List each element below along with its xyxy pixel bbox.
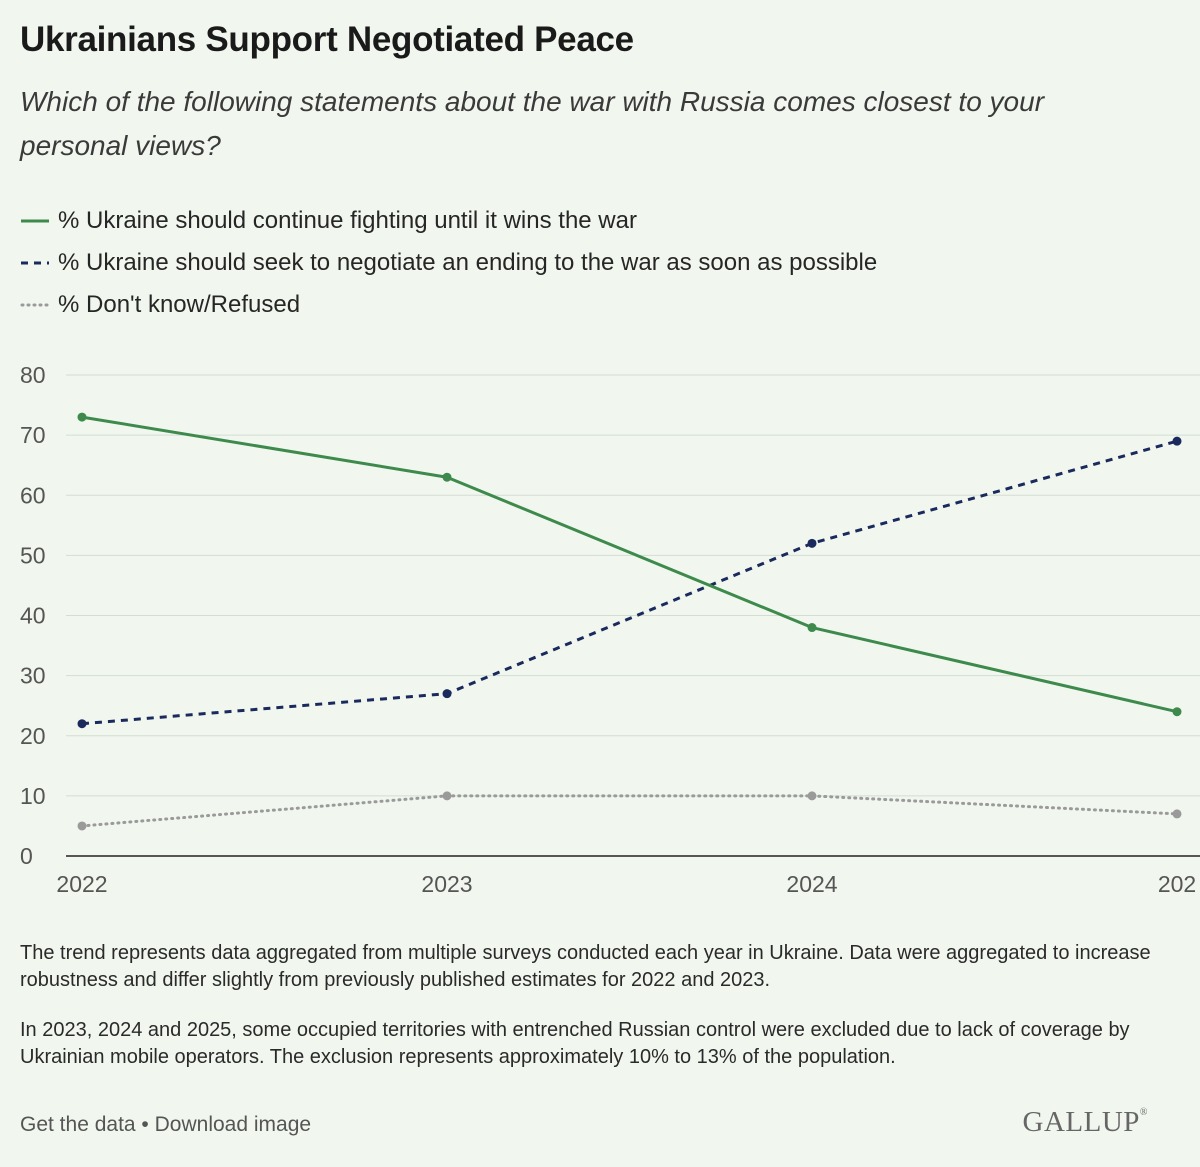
gallup-logo: GALLUP®	[1023, 1106, 1149, 1139]
footer-links: Get the data • Download image	[20, 1113, 311, 1137]
series-line-dashed	[81, 439, 1178, 726]
get-data-link[interactable]: Get the data	[20, 1113, 136, 1136]
data-point-dotted-2023	[442, 791, 452, 801]
chart-subtitle: Which of the following statements about …	[20, 86, 1045, 161]
x-tick-label-2022: 2022	[56, 871, 107, 897]
y-tick-label-10: 10	[20, 783, 46, 809]
legend-item-dontknow: % Don't know/Refused	[20, 284, 877, 326]
y-tick-label-50: 50	[20, 542, 46, 568]
y-tick-label-80: 80	[20, 362, 46, 388]
note-exclusion: In 2023, 2024 and 2025, some occupied te…	[20, 1019, 1130, 1068]
data-point-dotted-2022	[77, 821, 87, 831]
gallup-logo-text: GALLUP	[1022, 1106, 1140, 1138]
legend-item-negotiate: % Ukraine should seek to negotiate an en…	[20, 242, 877, 284]
y-tick-label-60: 60	[20, 482, 46, 508]
series-line-dotted	[80, 794, 1179, 828]
data-point-dashed-2022	[77, 719, 87, 729]
legend-label-fighting: % Ukraine should continue fighting until…	[58, 207, 637, 234]
legend-swatch-dotted	[20, 303, 50, 307]
x-tick-label-2023: 2023	[421, 871, 472, 897]
data-point-dashed-2024	[807, 538, 817, 548]
y-tick-label-20: 20	[20, 723, 46, 749]
legend-swatch-solid	[21, 219, 49, 223]
data-point-dashed-2025	[1172, 436, 1182, 446]
data-point-solid-2024	[807, 623, 817, 633]
footer-separator: •	[135, 1113, 155, 1136]
legend-swatch-dashed	[21, 261, 49, 265]
chart-title: Ukrainians Support Negotiated Peace	[20, 20, 634, 59]
legend-item-fighting: % Ukraine should continue fighting until…	[20, 200, 877, 242]
x-tick-label-2024: 2024	[786, 871, 837, 897]
data-point-solid-2025	[1172, 707, 1182, 717]
data-point-solid-2022	[77, 412, 87, 422]
data-point-dashed-2023	[442, 689, 452, 699]
line-chart: 0 10 20 30 40 50 60 70 80 2022 2023 2024 202	[20, 362, 1200, 897]
legend: % Ukraine should continue fighting until…	[20, 200, 877, 326]
y-tick-label-30: 30	[20, 663, 46, 689]
note-aggregation: The trend represents data aggregated fro…	[20, 942, 1151, 991]
y-tick-label-70: 70	[20, 422, 46, 448]
download-image-link[interactable]: Download image	[154, 1113, 312, 1136]
data-point-solid-2023	[442, 472, 452, 482]
y-tick-label-40: 40	[20, 603, 46, 629]
series-line-solid	[81, 415, 1178, 714]
legend-label-negotiate: % Ukraine should seek to negotiate an en…	[58, 249, 878, 276]
y-tick-label-0: 0	[20, 843, 33, 869]
gallup-logo-mark: ®	[1139, 1107, 1148, 1118]
x-tick-label-2025: 202	[1158, 871, 1196, 897]
legend-label-dontknow: % Don't know/Refused	[58, 291, 301, 318]
data-point-dotted-2025	[1172, 809, 1182, 819]
chart-notes: The trend represents data aggregated fro…	[20, 940, 1160, 1094]
data-point-dotted-2024	[807, 791, 817, 801]
